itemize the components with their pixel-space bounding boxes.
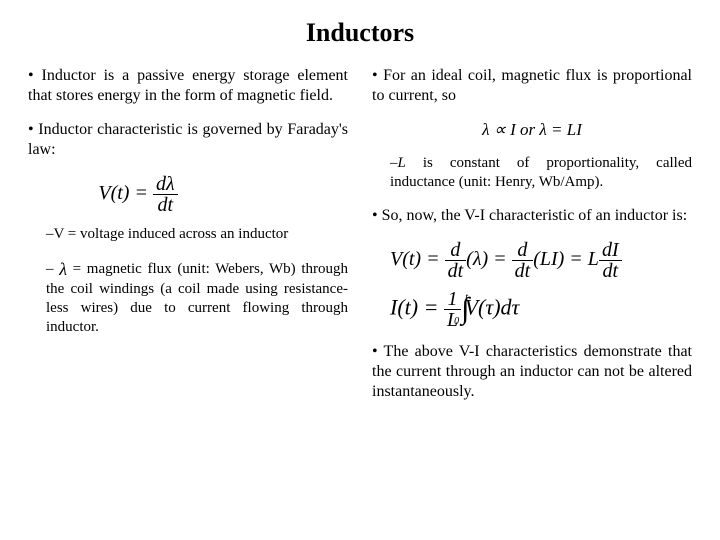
left-sub-1: –V = voltage induced across an inductor bbox=[46, 225, 348, 244]
right-sub-1-L: L bbox=[398, 155, 406, 171]
eq-v-den: dt bbox=[153, 195, 178, 215]
eqi-fn: 1 bbox=[444, 289, 461, 310]
eqv-f1d: dt bbox=[445, 261, 467, 281]
left-column: • Inductor is a passive energy storage e… bbox=[28, 66, 348, 416]
eqv-f3n: dI bbox=[599, 240, 622, 261]
left-bullet-2: • Inductor characteristic is governed by… bbox=[28, 120, 348, 160]
vi-equation-i: I(t) = 1L∫t0 V(τ)dτ bbox=[390, 289, 692, 330]
eqv-f1n: d bbox=[445, 240, 467, 261]
eqv-f2d: dt bbox=[512, 261, 534, 281]
vi-equation-v: V(t) = ddt(λ) = ddt(LI) = LdIdt bbox=[390, 240, 692, 281]
eqv-f3d: dt bbox=[599, 261, 622, 281]
left-sub-2-post: = magnetic flux (unit: Webers, Wb) throu… bbox=[46, 261, 348, 335]
left-sub-2-pre: – bbox=[46, 261, 59, 277]
right-sub-1: –L is constant of proportionality, calle… bbox=[390, 154, 692, 192]
left-bullet-1: • Inductor is a passive energy storage e… bbox=[28, 66, 348, 106]
right-sub-1-pre: – bbox=[390, 155, 398, 171]
eq-v-num: dλ bbox=[153, 174, 178, 195]
eqi-rhs: V(τ)dτ bbox=[465, 294, 520, 319]
eqv-f2n: d bbox=[512, 240, 534, 261]
right-column: • For an ideal coil, magnetic flux is pr… bbox=[372, 66, 692, 416]
right-bullet-2: • So, now, the V-I characteristic of an … bbox=[372, 206, 692, 226]
int-bot: 0 bbox=[454, 316, 459, 327]
eqi-lhs: I(t) = bbox=[390, 294, 444, 319]
faraday-equation: V(t) = dλdt bbox=[68, 174, 208, 215]
eqv-mid2: (LI) = L bbox=[533, 248, 599, 270]
eqv-lhs: V(t) = bbox=[390, 248, 445, 270]
content-columns: • Inductor is a passive energy storage e… bbox=[28, 66, 692, 416]
eq-v-lhs: V(t) = bbox=[98, 182, 153, 204]
proportional-equation: λ ∝ I or λ = LI bbox=[372, 120, 692, 140]
right-bullet-3: • The above V-I characteristics demonstr… bbox=[372, 342, 692, 402]
right-bullet-1: • For an ideal coil, magnetic flux is pr… bbox=[372, 66, 692, 106]
page-title: Inductors bbox=[28, 18, 692, 48]
eq-prop-text: λ ∝ I or λ = LI bbox=[482, 120, 582, 139]
left-sub-2: – λ = magnetic flux (unit: Webers, Wb) t… bbox=[46, 258, 348, 337]
lambda-symbol: λ bbox=[59, 258, 67, 281]
right-sub-1-post: is constant of proportionality, called i… bbox=[390, 155, 692, 190]
eqv-mid1: (λ) = bbox=[466, 248, 511, 270]
